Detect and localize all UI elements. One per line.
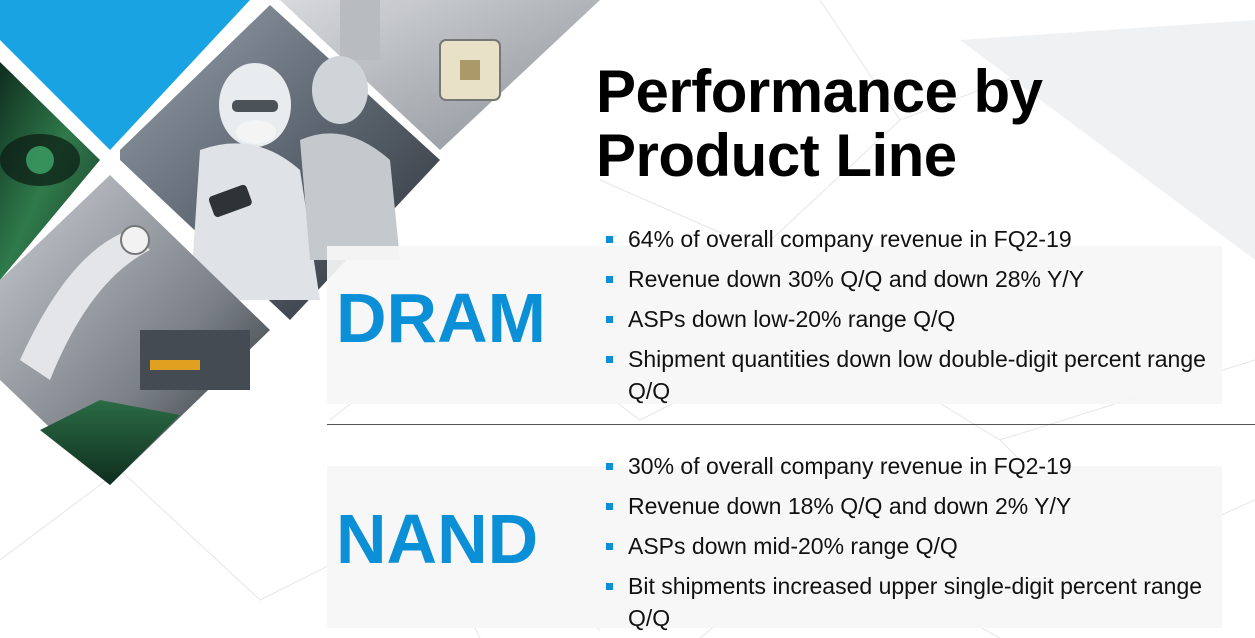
nand-bullets: 30% of overall company revenue in FQ2-19… <box>606 450 1246 638</box>
slide-title: Performance by Product Line <box>596 60 1236 188</box>
bullet-square-icon <box>606 316 613 323</box>
blue-triangle-shape <box>0 0 250 150</box>
list-item: Shipment quantities down low double-digi… <box>606 343 1248 407</box>
title-line-1: Performance by <box>596 58 1043 125</box>
section-divider <box>327 424 1255 425</box>
bullet-square-icon <box>606 503 613 510</box>
dram-panel <box>327 246 1222 404</box>
list-item: ASPs down low-20% range Q/Q <box>606 303 1246 335</box>
bullet-square-icon <box>606 276 613 283</box>
robot-arm-tile-image <box>0 175 270 485</box>
list-item: 64% of overall company revenue in FQ2-19 <box>606 223 1246 255</box>
title-line-2: Product Line <box>596 122 957 189</box>
bullet-square-icon <box>606 236 613 243</box>
bullet-square-icon <box>606 463 613 470</box>
nand-label: NAND <box>336 500 539 578</box>
bullet-square-icon <box>606 583 613 590</box>
list-item: Revenue down 18% Q/Q and down 2% Y/Y <box>606 490 1246 522</box>
dram-label: DRAM <box>336 279 546 357</box>
bullet-square-icon <box>606 356 613 363</box>
nand-panel <box>327 466 1222 628</box>
list-item: Revenue down 30% Q/Q and down 28% Y/Y <box>606 263 1246 295</box>
photo-collage <box>0 0 600 485</box>
list-item: 30% of overall company revenue in FQ2-19 <box>606 450 1246 482</box>
bullet-square-icon <box>606 543 613 550</box>
list-item: Bit shipments increased upper single-dig… <box>606 570 1238 634</box>
list-item: ASPs down mid-20% range Q/Q <box>606 530 1246 562</box>
dram-bullets: 64% of overall company revenue in FQ2-19… <box>606 223 1246 415</box>
